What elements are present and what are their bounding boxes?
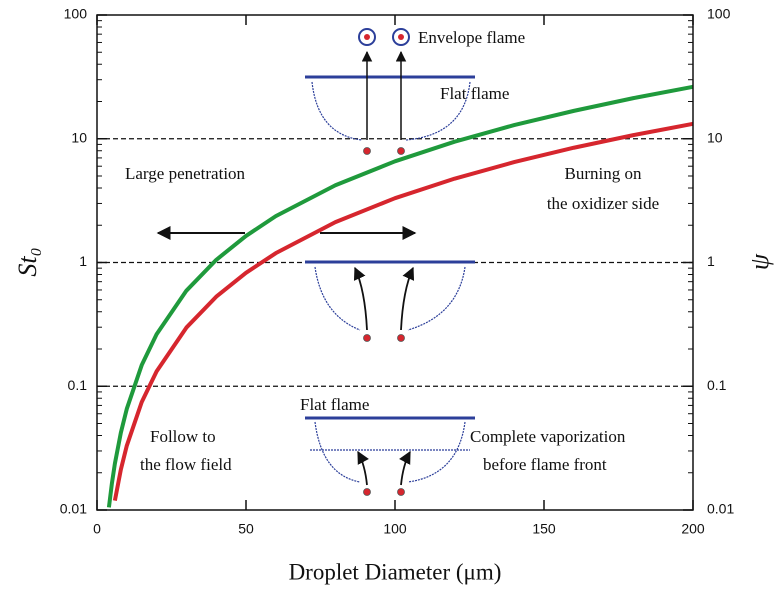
annotation: Envelope flame <box>418 28 525 47</box>
y-tick-label: 100 <box>64 6 88 22</box>
flat-flame-diagram <box>305 260 475 342</box>
y2-tick-label: 0.01 <box>707 501 734 517</box>
series-line <box>112 121 694 502</box>
grid-layer <box>96 14 694 511</box>
y2-tick-label: 10 <box>707 129 723 145</box>
y-tick-label: 10 <box>71 129 87 145</box>
annotation: before flame front <box>483 455 607 474</box>
x-tick-label: 200 <box>681 521 705 537</box>
plot-frame <box>96 14 694 511</box>
annotation: Follow to <box>150 427 216 446</box>
annotation: the flow field <box>140 455 232 474</box>
y-tick-label: 1 <box>79 253 87 269</box>
series-line <box>106 84 694 508</box>
x-tick-label: 100 <box>383 521 407 537</box>
x-tick-label: 50 <box>238 521 254 537</box>
annotation: the oxidizer side <box>547 194 659 213</box>
annotation: Flat flame <box>300 395 369 414</box>
data-layer <box>106 84 694 508</box>
y2-tick-label: 100 <box>707 6 731 22</box>
annotation: Large penetration <box>125 164 246 183</box>
envelope-diagram <box>305 28 475 155</box>
vaporization-diagram <box>305 416 475 496</box>
y-axis-label: St₀ <box>13 247 42 276</box>
x-tick-label: 150 <box>532 521 556 537</box>
annotation: Complete vaporization <box>470 427 626 446</box>
y-tick-label: 0.01 <box>60 501 87 517</box>
x-tick-label: 0 <box>93 521 101 537</box>
x-axis-label: Droplet Diameter (μm) <box>289 559 502 584</box>
y2-axis-label: ψ <box>745 253 774 270</box>
y2-tick-label: 0.1 <box>707 377 727 393</box>
y2-tick-label: 1 <box>707 253 715 269</box>
y-tick-label: 0.1 <box>68 377 88 393</box>
annotation: Burning on <box>565 164 642 183</box>
annotation: Flat flame <box>440 84 509 103</box>
